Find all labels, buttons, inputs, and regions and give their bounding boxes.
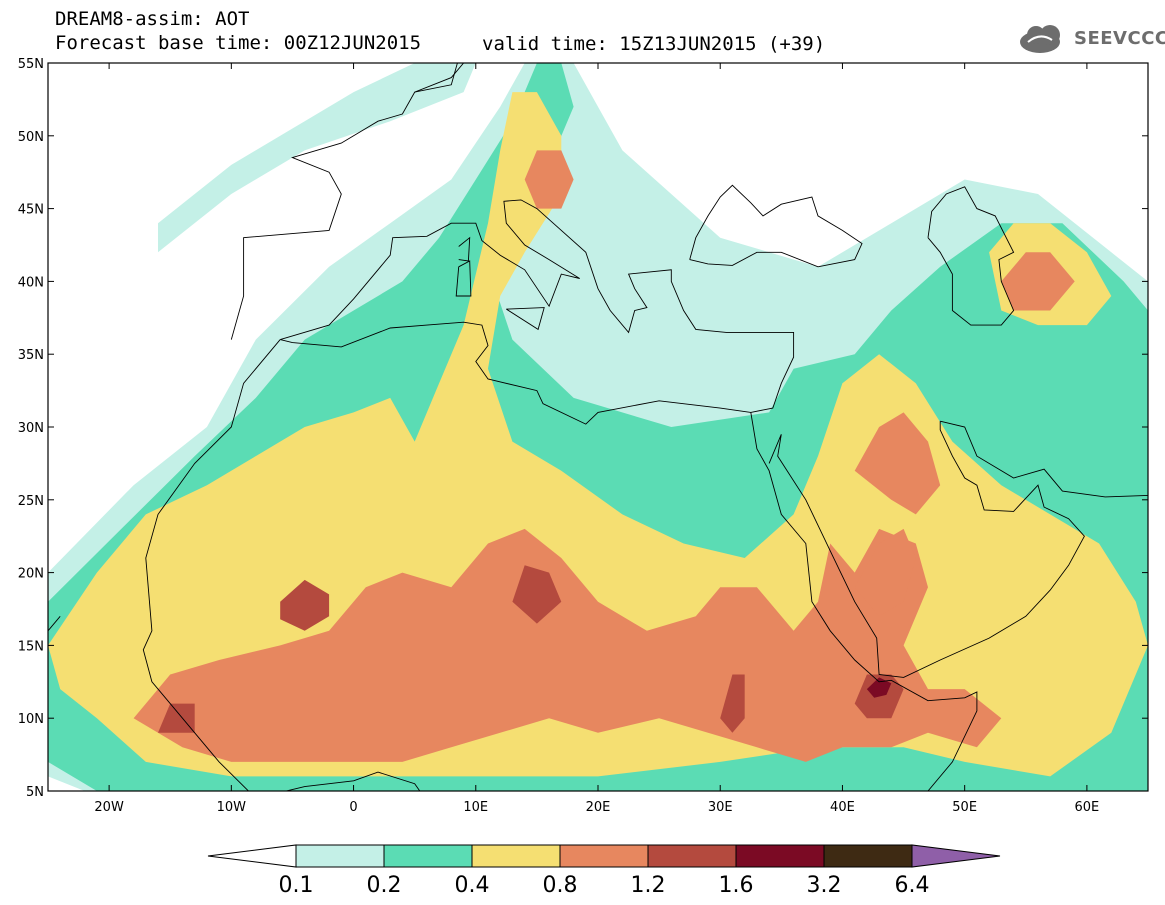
lat-tick-label: 50N <box>18 130 44 145</box>
coastline <box>48 616 61 632</box>
aot-region <box>158 703 195 733</box>
lat-tick-label: 20N <box>18 567 44 582</box>
colorbar-swatch <box>647 844 737 868</box>
aot-region <box>854 528 916 617</box>
aot-region <box>158 63 476 253</box>
colorbar-swatch <box>295 844 385 868</box>
colorbar: 0.1 0.2 0.4 0.8 1.2 1.6 3.2 6.4 <box>207 844 1001 898</box>
coastline <box>927 186 1015 326</box>
coastline <box>750 412 978 791</box>
aot-region <box>866 677 892 698</box>
lon-tick-label: 0 <box>349 800 357 815</box>
lat-tick-label: 25N <box>18 494 44 509</box>
lat-tick-label: 10N <box>18 712 44 727</box>
colorbar-label: 1.6 <box>719 873 754 898</box>
valid-time: valid time: 15Z13JUN2015 (+39) <box>482 33 826 55</box>
coastline <box>768 421 1085 678</box>
lat-tick-label: 35N <box>18 348 44 363</box>
colorbar-label: 6.4 <box>895 873 930 898</box>
aot-region <box>854 412 941 515</box>
lat-tick-label: 5N <box>26 785 44 800</box>
lat-tick-label: 30N <box>18 421 44 436</box>
coastline <box>142 339 281 791</box>
lat-tick-label: 15N <box>18 639 44 654</box>
lon-tick-label: 60E <box>1075 800 1100 815</box>
lon-tick-label: 10W <box>217 800 247 815</box>
coastline <box>284 771 421 791</box>
lon-tick-label: 30E <box>708 800 733 815</box>
aot-region <box>512 565 562 624</box>
coastline <box>280 199 795 425</box>
lat-tick-label: 55N <box>18 57 44 72</box>
lon-tick-label: 40E <box>830 800 855 815</box>
colorbar-swatch <box>559 844 649 868</box>
colorbar-label: 0.4 <box>455 873 490 898</box>
colorbar-swatch <box>383 844 473 868</box>
lat-tick-label: 40N <box>18 275 44 290</box>
colorbar-label: 1.2 <box>631 873 666 898</box>
colorbar-label: 0.8 <box>543 873 578 898</box>
coastline <box>414 63 458 93</box>
lon-tick-label: 50E <box>952 800 977 815</box>
colorbar-label: 0.2 <box>367 873 402 898</box>
coastline <box>689 184 863 268</box>
map-title: DREAM8-assim: AOT <box>55 8 250 30</box>
colorbar-label: 3.2 <box>807 873 842 898</box>
lon-tick-label: 10E <box>463 800 488 815</box>
lon-tick-label: 20E <box>586 800 611 815</box>
colorbar-swatch <box>823 844 913 868</box>
seevccc-cloud-icon <box>1020 25 1060 53</box>
coastline <box>455 260 472 297</box>
aot-region <box>280 579 330 631</box>
colorbar-swatch <box>471 844 561 868</box>
aot-contours <box>48 63 1148 791</box>
colorbar-swatch <box>911 844 1001 868</box>
coastlines <box>48 63 1148 791</box>
aot-region <box>524 150 574 209</box>
aot-region <box>133 528 1002 762</box>
colorbar-swatch <box>207 844 297 868</box>
lat-tick-label: 45N <box>18 203 44 218</box>
aot-region <box>1001 252 1075 311</box>
coastline <box>458 236 471 262</box>
forecast-base-time: Forecast base time: 00Z12JUN2015 <box>55 32 422 54</box>
aot-region <box>720 674 745 733</box>
axis-ticks: 55N 50N 45N 40N 35N 30N 25N 20N 15N 10N 5N 20W 10W 0 1… <box>18 57 1148 815</box>
coastline <box>506 307 545 331</box>
coastline <box>940 420 1148 498</box>
colorbar-label: 0.1 <box>279 873 314 898</box>
seevccc-logo-text: SEEVCCC <box>1074 28 1165 49</box>
lon-tick-label: 20W <box>94 800 124 815</box>
colorbar-swatch <box>735 844 825 868</box>
